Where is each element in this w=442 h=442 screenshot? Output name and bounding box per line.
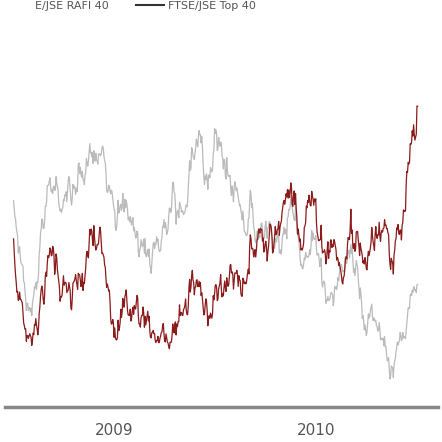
Legend: E/JSE RAFI 40, FTSE/JSE Top 40: E/JSE RAFI 40, FTSE/JSE Top 40 [2,1,256,11]
